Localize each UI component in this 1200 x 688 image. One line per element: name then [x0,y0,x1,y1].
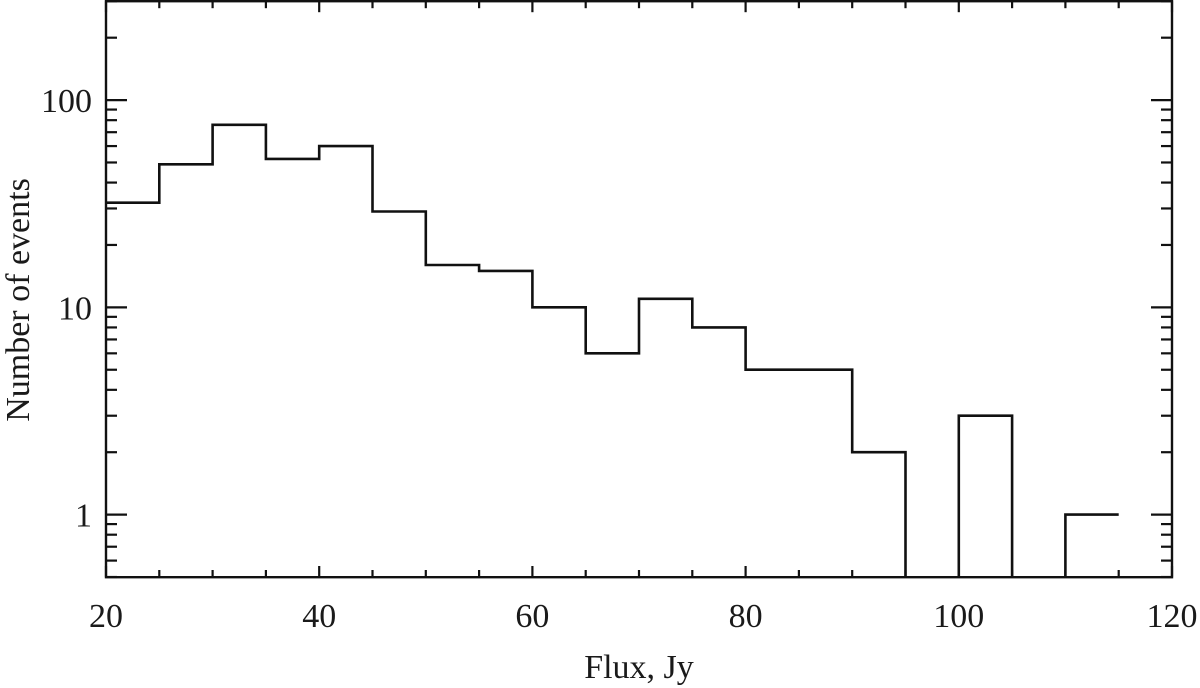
y-axis-title: Number of events [0,178,37,422]
x-tick-label: 80 [729,598,763,635]
x-tick-label: 120 [1147,598,1198,635]
x-tick-label: 60 [515,598,549,635]
plot-area [104,0,1174,579]
y-axis-tick-labels: 1 10 100 [41,83,92,535]
x-axis-title: Flux, Jy [584,649,694,686]
y-tick-label: 100 [41,83,92,120]
x-axis-tick-labels: 20 40 60 80 100 120 [89,598,1198,635]
y-tick-label: 1 [75,498,92,535]
histogram-step-line [106,123,1119,577]
plot-frame [104,0,1174,579]
x-tick-label: 40 [302,598,336,635]
y-tick-label: 10 [58,290,92,327]
y-axis-ticks [106,0,1172,579]
x-tick-label: 100 [933,598,984,635]
x-tick-label: 20 [89,598,123,635]
